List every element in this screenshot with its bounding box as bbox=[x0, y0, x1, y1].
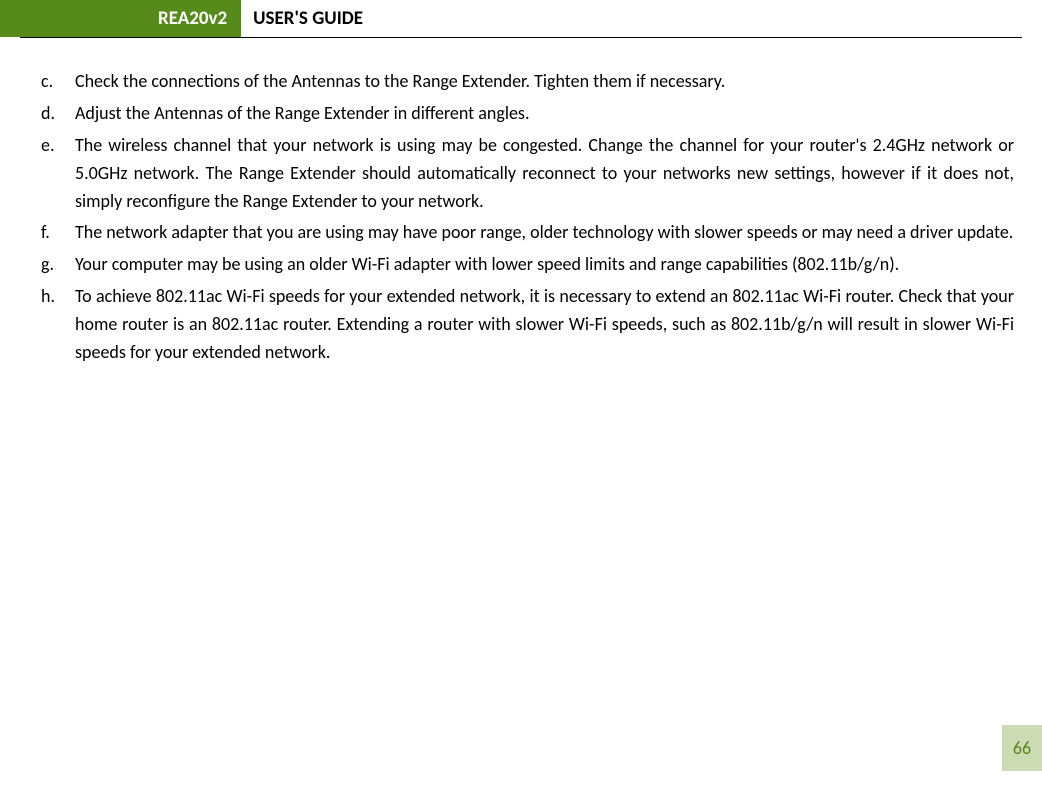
page-number-badge: 66 bbox=[1002, 725, 1042, 771]
list-marker: d. bbox=[35, 100, 75, 128]
product-badge: REA20v2 bbox=[150, 0, 241, 37]
list-marker: f. bbox=[35, 219, 75, 247]
list-text: Your computer may be using an older Wi-F… bbox=[75, 251, 1022, 279]
header-accent-bar bbox=[0, 0, 150, 37]
list-text: To achieve 802.11ac Wi-Fi speeds for you… bbox=[75, 283, 1022, 367]
list-item: e. The wireless channel that your networ… bbox=[35, 132, 1022, 216]
list-marker: h. bbox=[35, 283, 75, 367]
page-number: 66 bbox=[1013, 737, 1031, 759]
list-text: The wireless channel that your network i… bbox=[75, 132, 1022, 216]
list-text: The network adapter that you are using m… bbox=[75, 219, 1022, 247]
list-item: h. To achieve 802.11ac Wi-Fi speeds for … bbox=[35, 283, 1022, 367]
page-content: c. Check the connections of the Antennas… bbox=[0, 38, 1042, 367]
list-item: f. The network adapter that you are usin… bbox=[35, 219, 1022, 247]
list-marker: e. bbox=[35, 132, 75, 216]
list-item: d. Adjust the Antennas of the Range Exte… bbox=[35, 100, 1022, 128]
list-item: g. Your computer may be using an older W… bbox=[35, 251, 1022, 279]
guide-title: USER'S GUIDE bbox=[241, 0, 375, 37]
list-marker: c. bbox=[35, 68, 75, 96]
list-text: Check the connections of the Antennas to… bbox=[75, 68, 1022, 96]
page-header: REA20v2 USER'S GUIDE bbox=[20, 0, 1022, 38]
list-text: Adjust the Antennas of the Range Extende… bbox=[75, 100, 1022, 128]
list-item: c. Check the connections of the Antennas… bbox=[35, 68, 1022, 96]
list-marker: g. bbox=[35, 251, 75, 279]
